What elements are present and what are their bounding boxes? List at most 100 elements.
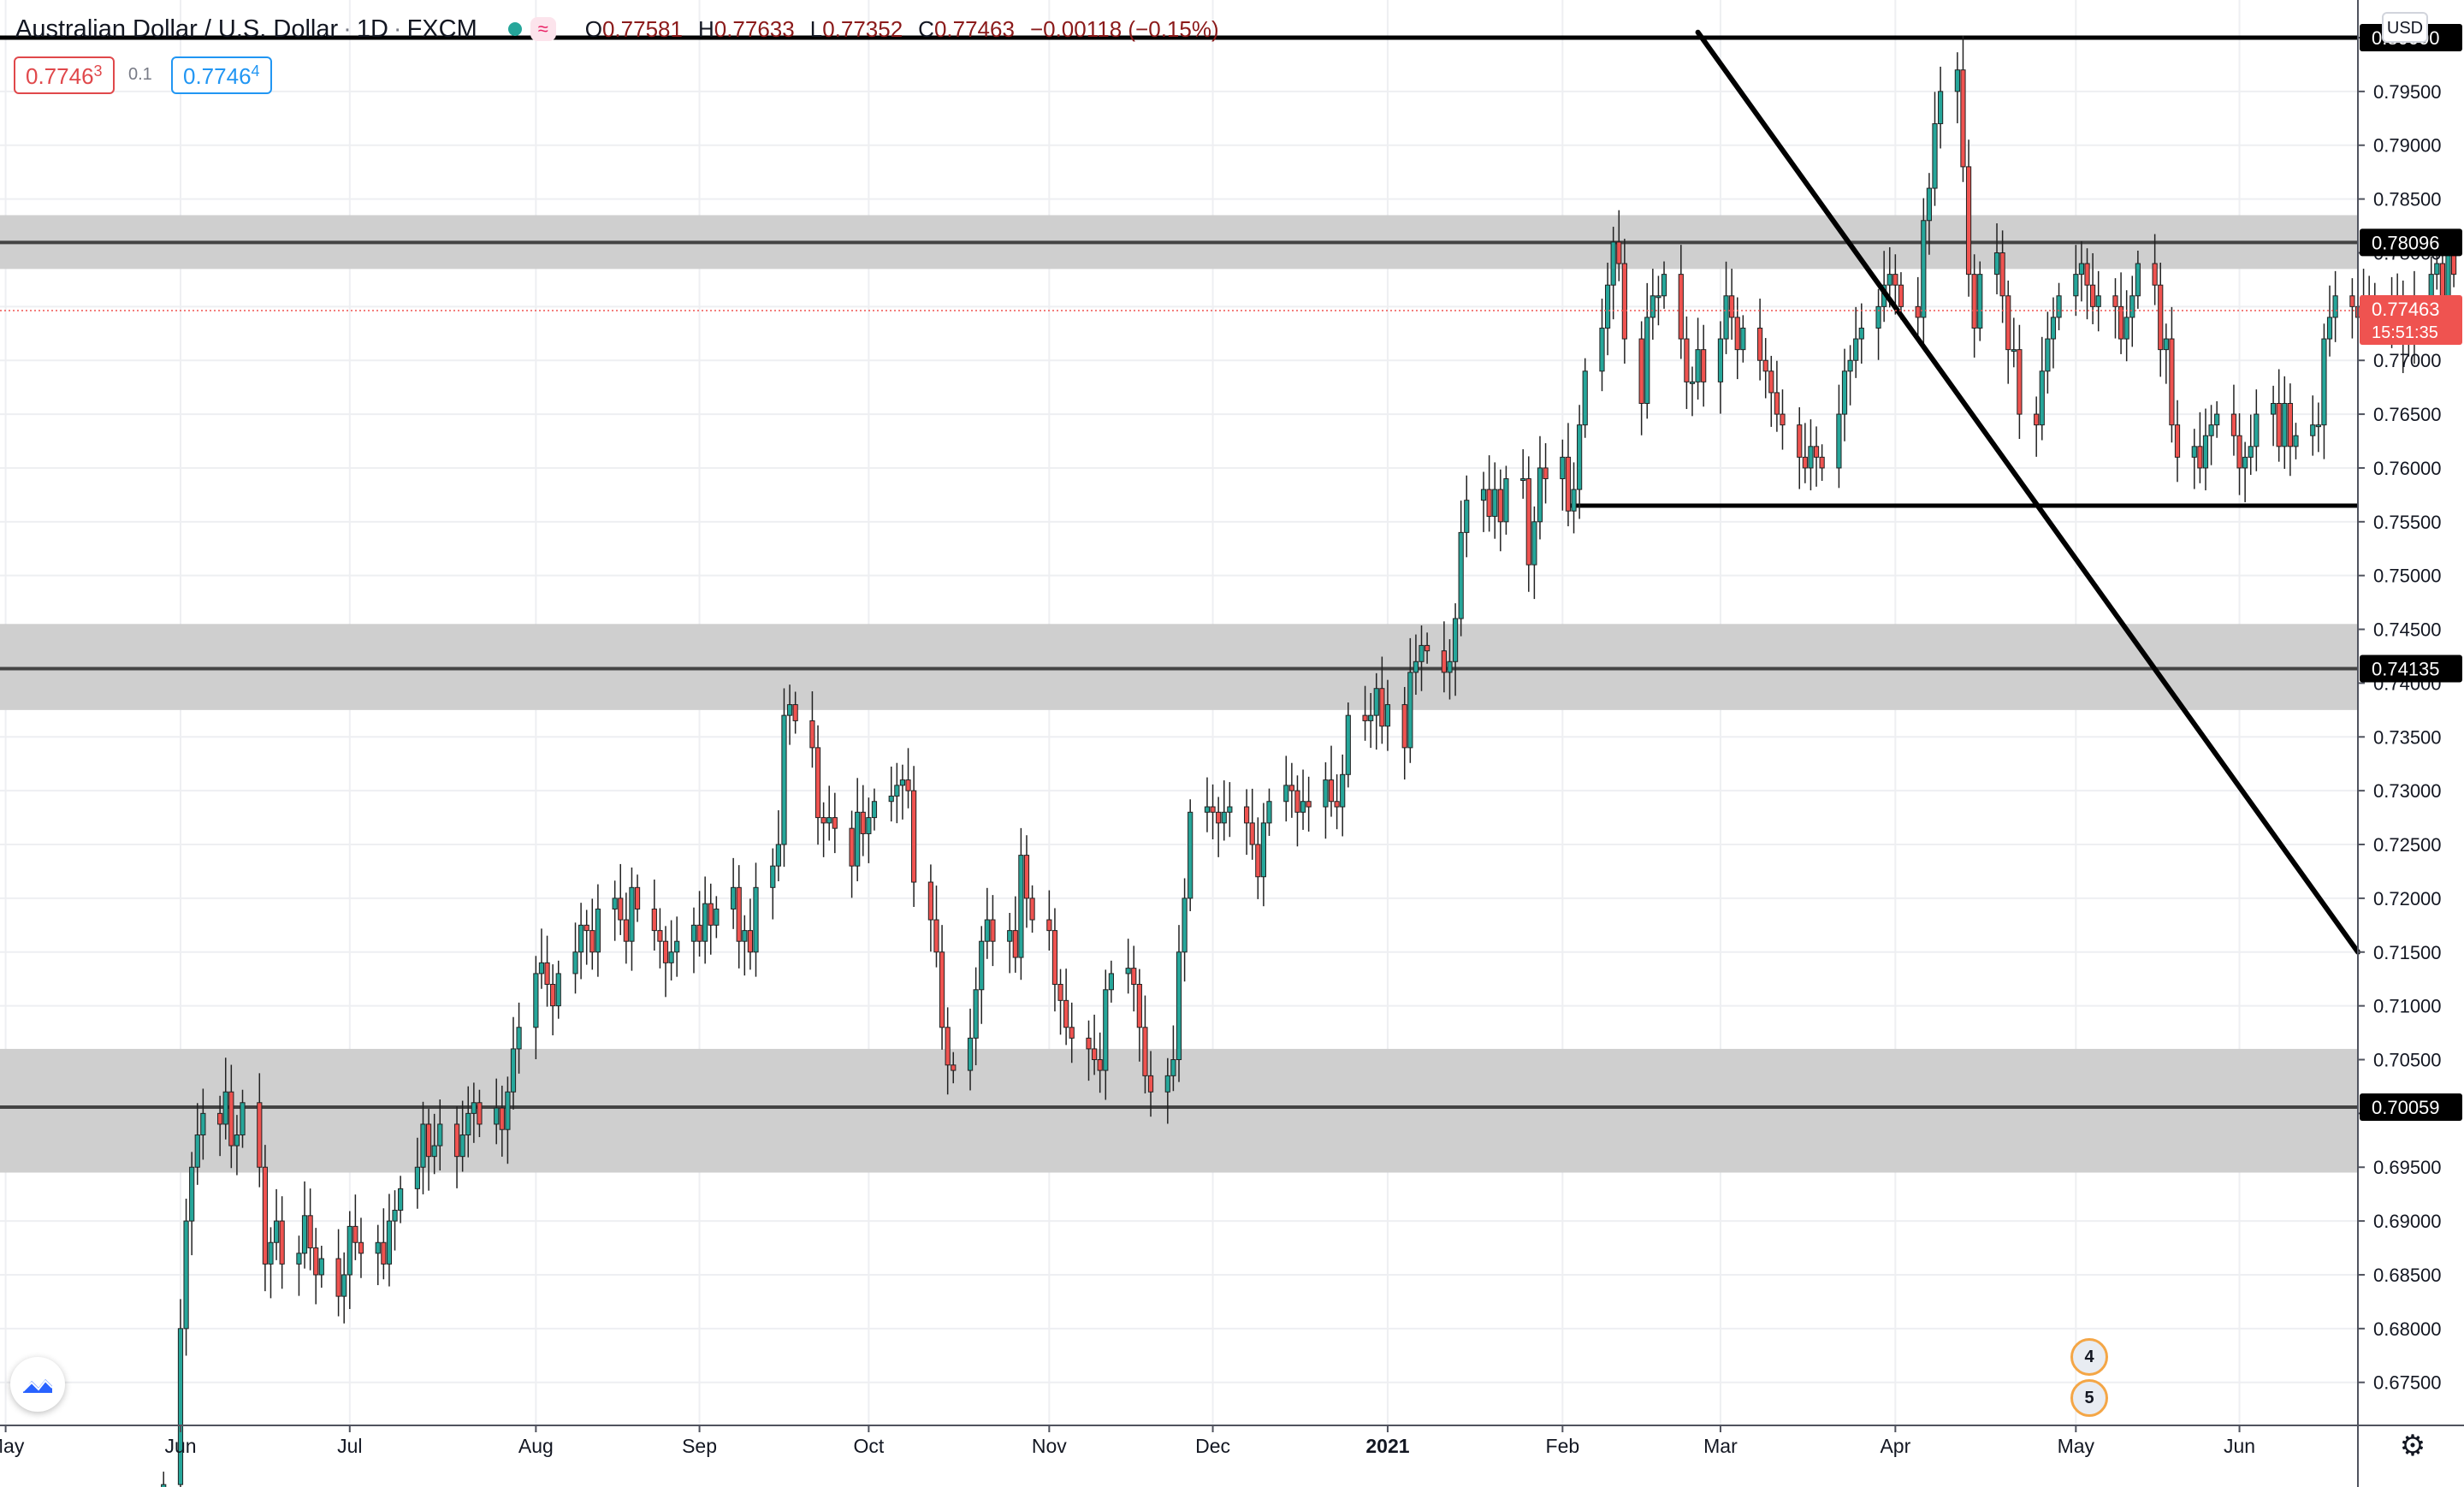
sell-button[interactable]: 0.77463 bbox=[14, 56, 115, 94]
candle bbox=[1932, 92, 1938, 206]
currency-button[interactable]: USD bbox=[2382, 12, 2428, 43]
event-flag-icon[interactable]: 5 bbox=[2070, 1379, 2108, 1417]
ohlc-values: O0.77581 H0.77633 L0.77352 C0.77463 −0.0… bbox=[585, 16, 1219, 43]
candle-body bbox=[668, 951, 674, 963]
candle-body bbox=[1977, 274, 1983, 329]
candle-body bbox=[589, 930, 595, 953]
candle-body bbox=[194, 1135, 200, 1168]
candle bbox=[2174, 400, 2181, 483]
open-value: 0.77581 bbox=[601, 15, 683, 42]
candle-body bbox=[1452, 618, 1459, 662]
candle-body bbox=[240, 1102, 246, 1136]
candle bbox=[1960, 35, 1966, 182]
candle-body bbox=[1808, 446, 1814, 469]
candle bbox=[1858, 303, 1864, 364]
price-tick-label: 0.76000 bbox=[2373, 458, 2442, 479]
candle bbox=[1847, 345, 1853, 406]
candle bbox=[1537, 435, 1543, 540]
candle-body bbox=[2191, 446, 2197, 458]
price-tick-label: 0.79500 bbox=[2373, 81, 2442, 103]
interval-label[interactable]: 1D bbox=[356, 15, 388, 43]
candle bbox=[871, 788, 878, 831]
candle bbox=[1757, 299, 1763, 381]
candle bbox=[1999, 230, 2005, 323]
candle-body bbox=[1560, 456, 1566, 480]
trend-lines bbox=[0, 29, 2360, 955]
level-tag-label: 0.70059 bbox=[2372, 1097, 2440, 1118]
tradingview-logo-icon[interactable] bbox=[10, 1357, 65, 1412]
candle bbox=[651, 880, 657, 951]
candle bbox=[550, 964, 556, 1036]
candle bbox=[2332, 270, 2338, 342]
candle bbox=[770, 848, 776, 920]
candle-body bbox=[392, 1210, 398, 1222]
candle-body bbox=[499, 1107, 505, 1130]
candle-body bbox=[860, 811, 866, 834]
buy-button[interactable]: 0.77464 bbox=[171, 56, 272, 94]
candle bbox=[1018, 827, 1024, 980]
candle bbox=[1294, 775, 1300, 847]
low-value: 0.77352 bbox=[822, 15, 903, 42]
candle bbox=[2050, 297, 2057, 369]
candle-body bbox=[1362, 714, 1368, 721]
candle bbox=[2118, 272, 2124, 354]
candle-body bbox=[1717, 338, 1724, 382]
level-price-tag: 0.70059 bbox=[2360, 1093, 2462, 1121]
candle bbox=[459, 1100, 465, 1172]
candle bbox=[555, 960, 561, 1019]
candle-body bbox=[1932, 123, 1938, 189]
price-tick-label: 0.68000 bbox=[2373, 1318, 2442, 1340]
candle-body bbox=[657, 930, 663, 942]
candle bbox=[1007, 912, 1013, 974]
price-tick-label: 0.69500 bbox=[2373, 1157, 2442, 1178]
candle-body bbox=[2039, 370, 2045, 426]
trend-line bbox=[1695, 29, 2360, 955]
candle bbox=[1734, 297, 1740, 380]
candle bbox=[1604, 263, 1611, 356]
candle-body bbox=[2174, 424, 2181, 458]
candle-body bbox=[714, 908, 720, 926]
candle bbox=[1447, 639, 1453, 700]
candle bbox=[1819, 444, 1825, 482]
candle bbox=[1836, 384, 1842, 489]
symbol-title[interactable]: Australian Dollar / U.S. Dollar bbox=[15, 15, 339, 43]
candle-body bbox=[358, 1241, 364, 1254]
candle-body bbox=[1108, 973, 1114, 991]
candle-body bbox=[1368, 714, 1374, 721]
candle-body bbox=[2158, 284, 2164, 351]
candle bbox=[612, 880, 618, 941]
price-tick-label: 0.67500 bbox=[2373, 1372, 2442, 1394]
gear-icon[interactable]: ⚙ bbox=[2399, 1430, 2426, 1462]
candle bbox=[1774, 360, 1780, 432]
candle bbox=[1401, 686, 1407, 780]
candle bbox=[939, 925, 945, 1050]
candle bbox=[1965, 139, 1972, 297]
candle bbox=[1993, 223, 2000, 295]
event-flag-icon[interactable]: 4 bbox=[2070, 1338, 2108, 1376]
candle-body bbox=[1086, 1037, 1092, 1050]
wave-icon[interactable]: ≈ bbox=[530, 17, 556, 41]
candle-body bbox=[1729, 295, 1735, 318]
candle-body bbox=[2017, 349, 2023, 415]
candle bbox=[2214, 400, 2220, 438]
candle bbox=[1689, 366, 1696, 417]
candle-body bbox=[1582, 370, 1588, 426]
candle-body bbox=[618, 898, 624, 921]
candle bbox=[471, 1082, 477, 1143]
candle-body bbox=[1283, 785, 1289, 803]
candle-body bbox=[555, 973, 561, 1007]
candle-body bbox=[2315, 424, 2321, 428]
candle-body bbox=[888, 795, 894, 803]
candle-body bbox=[318, 1258, 324, 1276]
candle-body bbox=[866, 817, 872, 834]
candle-body bbox=[2332, 295, 2338, 318]
candle-body bbox=[899, 779, 906, 786]
candle bbox=[1638, 321, 1644, 435]
event-count: 4 bbox=[2084, 1348, 2094, 1366]
candle-body bbox=[1249, 822, 1255, 845]
candle bbox=[234, 1115, 240, 1176]
candle bbox=[1452, 603, 1459, 696]
candle-body bbox=[933, 919, 939, 953]
candle bbox=[1599, 299, 1605, 392]
